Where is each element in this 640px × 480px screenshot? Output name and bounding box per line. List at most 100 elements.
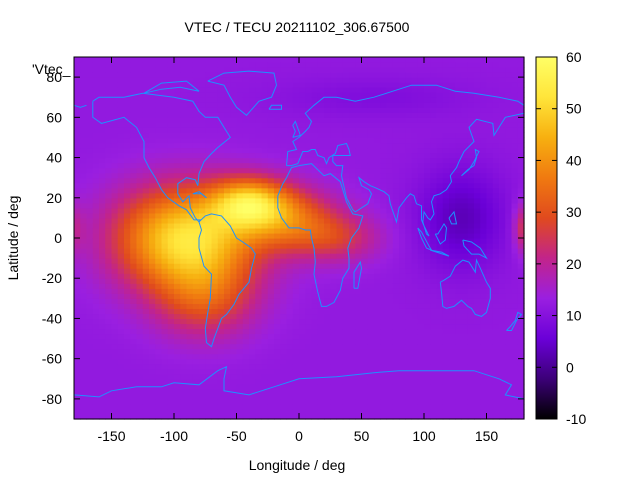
heatmap-cell [136,318,144,325]
heatmap-cell [274,147,281,154]
heatmap-cell [367,243,375,249]
heatmap-cell [349,67,356,73]
heatmap-cell [99,248,106,254]
heatmap-cell [86,358,94,365]
heatmap-cell [405,303,413,309]
heatmap-cell [330,117,338,123]
heatmap-cell [386,232,394,239]
heatmap-cell [349,212,356,219]
heatmap-cell [399,238,406,244]
heatmap-cell [255,172,263,179]
heatmap-cell [136,117,144,123]
heatmap-cell [217,77,225,83]
heatmap-cell [267,187,275,194]
heatmap-cell [105,318,113,325]
heatmap-cell [411,227,419,234]
heatmap-cell [499,333,506,340]
heatmap-cell [480,298,488,304]
heatmap-cell [480,57,488,63]
heatmap-cell [499,303,506,309]
heatmap-cell [349,338,356,345]
heatmap-cell [74,62,81,68]
heatmap-cell [349,313,356,320]
heatmap-cell [180,383,188,390]
heatmap-cell [199,338,206,345]
heatmap-cell [192,373,200,380]
heatmap-cell [74,393,81,400]
heatmap-cell [199,57,206,63]
heatmap-cell [292,273,300,279]
heatmap-cell [442,393,450,400]
heatmap-cell [261,343,269,350]
heatmap-cell [224,358,231,365]
heatmap-cell [367,368,375,375]
heatmap-cell [399,383,406,390]
heatmap-cell [405,263,413,269]
heatmap-cell [124,207,131,214]
heatmap-cell [136,197,144,204]
heatmap-cell [161,408,169,415]
heatmap-cell [336,323,344,330]
heatmap-cell [105,313,113,320]
heatmap-cell [92,92,100,98]
heatmap-cell [174,82,181,88]
heatmap-cell [367,127,375,134]
heatmap-cell [499,313,506,320]
heatmap-cell [211,383,219,390]
heatmap-cell [174,288,181,294]
heatmap-cell [155,373,163,380]
heatmap-cell [405,102,413,108]
heatmap-cell [142,348,150,355]
heatmap-cell [436,222,444,229]
heatmap-cell [161,107,169,113]
heatmap-cell [286,243,294,249]
heatmap-cell [149,172,156,179]
heatmap-cell [211,303,219,309]
heatmap-cell [380,67,388,73]
heatmap-cell [467,363,475,370]
heatmap-cell [117,117,125,123]
heatmap-cell [280,187,288,194]
heatmap-cell [92,57,100,63]
heatmap-cell [324,162,331,169]
heatmap-cell [274,328,281,335]
heatmap-cell [92,303,100,309]
heatmap-cell [355,243,363,249]
heatmap-cell [74,313,81,320]
heatmap-cell [305,122,313,128]
heatmap-cell [267,62,275,68]
heatmap-cell [292,167,300,174]
heatmap-cell [467,217,475,224]
heatmap-cell [505,393,513,400]
heatmap-cell [442,87,450,93]
heatmap-cell [386,303,394,309]
heatmap-cell [74,343,81,350]
heatmap-cell [199,232,206,239]
heatmap-cell [480,378,488,385]
heatmap-cell [92,182,100,189]
heatmap-cell [355,333,363,340]
heatmap-cell [274,278,281,284]
heatmap-cell [105,97,113,103]
heatmap-cell [361,293,369,299]
heatmap-cell [130,368,138,375]
heatmap-cell [374,303,381,309]
heatmap-cell [317,162,325,169]
heatmap-cell [217,413,225,420]
heatmap-cell [180,77,188,83]
heatmap-cell [261,308,269,315]
heatmap-cell [392,67,400,73]
heatmap-cell [255,373,263,380]
heatmap-cell [399,288,406,294]
heatmap-cell [205,152,213,159]
heatmap-cell [199,82,206,88]
heatmap-cell [74,97,81,103]
heatmap-cell [155,263,163,269]
heatmap-cell [205,207,213,214]
heatmap-cell [492,248,500,254]
heatmap-cell [442,172,450,179]
heatmap-cell [342,182,350,189]
heatmap-cell [174,192,181,199]
heatmap-cell [399,353,406,360]
heatmap-cell [74,92,81,98]
